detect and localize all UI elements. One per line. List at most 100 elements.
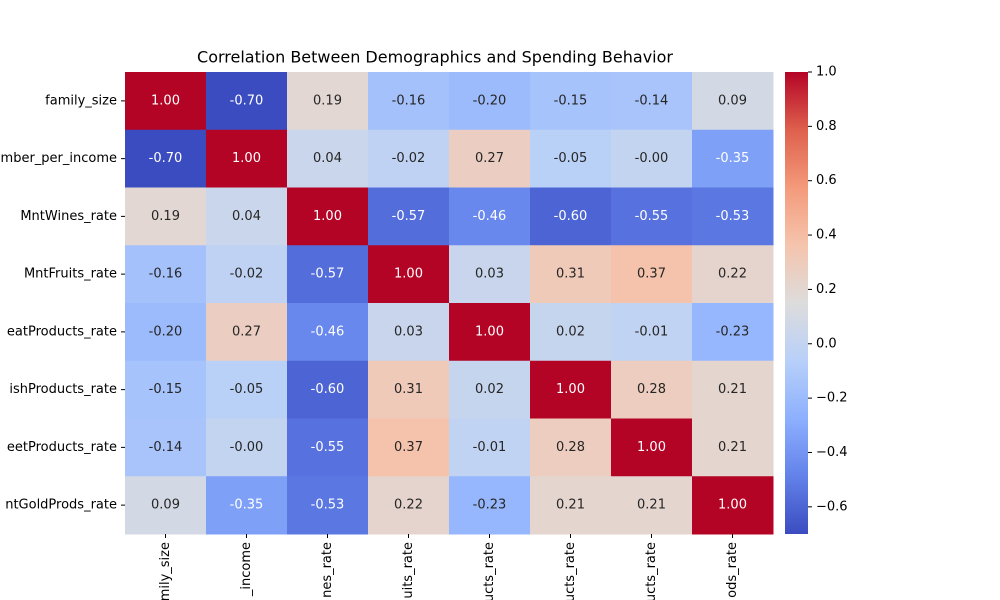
heatmap-cell xyxy=(287,129,369,188)
cell-label: 1.00 xyxy=(637,440,666,455)
y-tick-label: ntGoldProds_rate xyxy=(5,498,117,513)
cell-label: -0.01 xyxy=(473,440,507,455)
heatmap-cell xyxy=(125,129,207,188)
heatmap-cell xyxy=(692,360,774,419)
cell-label: 0.28 xyxy=(637,382,666,397)
cell-label: 0.31 xyxy=(394,382,423,397)
heatmap-cell xyxy=(449,187,531,246)
cell-label: -0.60 xyxy=(554,209,588,224)
cell-label: 0.27 xyxy=(475,151,504,166)
heatmap-cell xyxy=(530,418,612,477)
y-tick-label: ishProducts_rate xyxy=(9,382,117,397)
y-tick-label: family_size xyxy=(45,93,117,108)
y-tick-label: MntFruits_rate xyxy=(24,267,117,282)
heatmap-cell xyxy=(287,360,369,419)
cell-label: 0.19 xyxy=(313,93,342,108)
heatmap-cell xyxy=(368,418,450,477)
heatmap-cell xyxy=(449,476,531,535)
cell-label: -0.20 xyxy=(149,324,183,339)
heatmap-cell xyxy=(692,245,774,304)
colorbar-tick-label: −0.2 xyxy=(816,391,848,406)
cell-label: 0.21 xyxy=(718,382,747,397)
colorbar-tick-label: 0.6 xyxy=(816,173,837,188)
cell-label: -0.14 xyxy=(149,440,183,455)
x-tick-label: nes_rate xyxy=(320,542,335,598)
heatmap-cell xyxy=(611,72,693,131)
x-tick-label: _income xyxy=(239,542,254,597)
heatmap-cell xyxy=(368,303,450,362)
cell-label: 1.00 xyxy=(232,151,261,166)
cell-label: -0.14 xyxy=(635,93,669,108)
heatmap-cell xyxy=(530,476,612,535)
cell-label: -0.53 xyxy=(716,209,750,224)
cell-label: -0.16 xyxy=(149,267,183,282)
x-tick-label: mily_size xyxy=(158,542,173,600)
colorbar xyxy=(785,72,808,534)
cell-label: -0.70 xyxy=(230,93,264,108)
cell-label: -0.60 xyxy=(311,382,345,397)
heatmap-cell xyxy=(368,245,450,304)
heatmap-cell xyxy=(125,418,207,477)
heatmap-cell xyxy=(287,476,369,535)
heatmap-cell xyxy=(206,476,288,535)
colorbar-tick-label: −0.6 xyxy=(816,499,848,514)
colorbar-tick-label: 0.2 xyxy=(816,282,837,297)
heatmap-cell xyxy=(530,187,612,246)
cell-label: -0.70 xyxy=(149,151,183,166)
heatmap-cell xyxy=(449,129,531,188)
heatmap-cell xyxy=(692,129,774,188)
cell-label: -0.35 xyxy=(230,498,264,513)
heatmap-cell xyxy=(611,303,693,362)
cell-label: -0.05 xyxy=(554,151,588,166)
heatmap-cell xyxy=(449,72,531,131)
heatmap-cell xyxy=(206,303,288,362)
cell-label: -0.20 xyxy=(473,93,507,108)
heatmap-cell xyxy=(611,129,693,188)
heatmap-cell xyxy=(125,360,207,419)
colorbar-tick-label: −0.4 xyxy=(816,445,848,460)
cell-label: 1.00 xyxy=(394,267,423,282)
x-tick-label: uits_rate xyxy=(401,542,416,599)
colorbar-tick-label: 0.0 xyxy=(816,336,837,351)
heatmap-cell xyxy=(206,187,288,246)
cell-label: -0.00 xyxy=(635,151,669,166)
y-tick-label: eetProducts_rate xyxy=(7,440,117,455)
cell-label: -0.46 xyxy=(473,209,507,224)
y-tick-label: MntWines_rate xyxy=(20,209,117,224)
heatmap-cell xyxy=(368,476,450,535)
heatmap-cell xyxy=(611,187,693,246)
cell-label: -0.00 xyxy=(230,440,264,455)
cell-label: 0.04 xyxy=(232,209,261,224)
cell-label: -0.57 xyxy=(311,267,345,282)
heatmap-cell xyxy=(368,129,450,188)
heatmap-cell xyxy=(287,418,369,477)
cell-label: 0.02 xyxy=(475,382,504,397)
cell-label: 1.00 xyxy=(718,498,747,513)
cell-label: 0.22 xyxy=(718,267,747,282)
cell-label: 0.31 xyxy=(556,267,585,282)
heatmap-cell xyxy=(530,360,612,419)
cell-label: -0.05 xyxy=(230,382,264,397)
heatmap-cell xyxy=(125,476,207,535)
cell-label: 1.00 xyxy=(151,93,180,108)
heatmap-cell xyxy=(368,187,450,246)
heatmap-cell xyxy=(692,187,774,246)
y-tick-label: eatProducts_rate xyxy=(7,324,117,339)
cell-label: -0.57 xyxy=(392,209,426,224)
heatmap-cell xyxy=(530,245,612,304)
cell-label: 1.00 xyxy=(313,209,342,224)
cell-label: -0.46 xyxy=(311,324,345,339)
heatmap-cell xyxy=(206,245,288,304)
cell-label: 0.37 xyxy=(394,440,423,455)
cell-label: 0.22 xyxy=(394,498,423,513)
heatmap-cell xyxy=(692,72,774,131)
cell-label: -0.15 xyxy=(554,93,588,108)
heatmap-cell xyxy=(449,245,531,304)
heatmap-cell xyxy=(206,418,288,477)
colorbar-tick-label: 1.0 xyxy=(816,65,837,80)
heatmap-cell xyxy=(530,72,612,131)
y-tick-label: mber_per_income xyxy=(1,151,117,166)
cell-label: 1.00 xyxy=(475,324,504,339)
cell-label: -0.02 xyxy=(230,267,264,282)
